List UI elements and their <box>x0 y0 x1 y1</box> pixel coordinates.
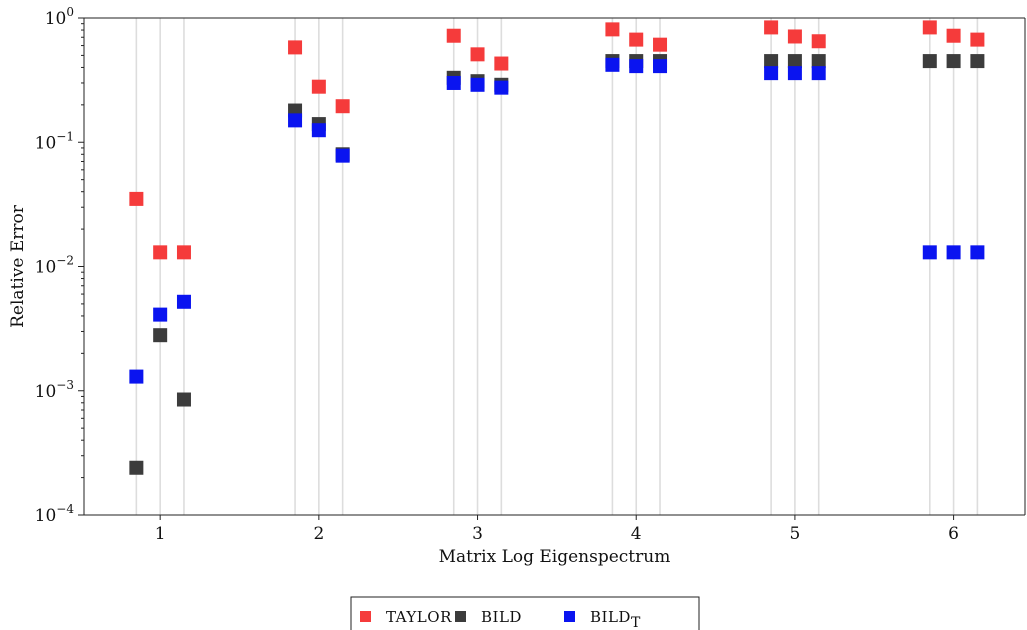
data-point <box>176 392 191 407</box>
data-point <box>153 328 168 343</box>
x-axis-ticks: 1 2 3 4 5 6 <box>155 515 959 544</box>
y-axis-label: Relative Error <box>8 204 28 328</box>
data-point <box>605 57 620 72</box>
data-point <box>787 29 802 44</box>
data-point <box>811 34 826 49</box>
data-point <box>653 59 668 74</box>
data-point <box>787 66 802 81</box>
y-tick-label: 10−1 <box>35 129 74 153</box>
x-tick-label: 1 <box>155 524 166 544</box>
data-point <box>470 77 485 92</box>
data-point <box>311 123 326 138</box>
data-point <box>970 245 985 260</box>
data-point <box>653 37 668 52</box>
data-point <box>446 28 461 43</box>
legend-swatch <box>455 611 466 622</box>
x-tick-label: 3 <box>472 524 483 544</box>
legend-label: TAYLOR <box>386 608 452 626</box>
y-tick-label: 10−3 <box>35 378 74 402</box>
data-point <box>787 54 802 69</box>
data-point <box>922 54 937 69</box>
data-point <box>629 32 644 47</box>
legend-swatch <box>360 611 371 622</box>
x-guide-lines <box>135 18 979 515</box>
data-point <box>176 294 191 309</box>
data-point <box>335 148 350 163</box>
y-tick-label: 10−4 <box>35 502 75 526</box>
data-point <box>922 245 937 260</box>
data-point <box>129 369 144 384</box>
data-point <box>288 40 303 55</box>
data-point <box>129 460 144 475</box>
legend-box <box>350 596 700 630</box>
data-point <box>811 66 826 81</box>
legend-swatch <box>564 611 575 622</box>
data-point <box>153 307 168 322</box>
data-point <box>946 28 961 43</box>
data-point <box>494 56 509 71</box>
data-point <box>311 79 326 94</box>
data-point <box>764 66 779 81</box>
data-point <box>970 32 985 47</box>
data-point <box>811 54 826 69</box>
legend-label: BILDT <box>590 608 641 630</box>
x-tick-label: 4 <box>631 524 642 544</box>
data-point <box>922 20 937 35</box>
data-point <box>335 99 350 114</box>
x-tick-label: 5 <box>789 524 800 544</box>
data-point <box>764 20 779 35</box>
legend-label: BILD <box>481 608 522 626</box>
data-point <box>629 59 644 74</box>
legend: TAYLOR BILD BILDT <box>350 596 700 630</box>
data-point <box>176 245 191 260</box>
data-point <box>970 54 985 69</box>
data-point <box>946 54 961 69</box>
data-point <box>470 47 485 62</box>
data-point <box>288 113 303 128</box>
y-axis-ticks: 100 10−1 10−2 10−3 10−4 <box>35 5 84 526</box>
x-tick-label: 2 <box>313 524 324 544</box>
axes <box>83 17 1026 516</box>
data-point <box>605 22 620 37</box>
data-point <box>494 80 509 95</box>
data-points <box>129 20 985 475</box>
data-point <box>153 245 168 260</box>
y-tick-label: 10−2 <box>35 254 74 278</box>
data-point <box>946 245 961 260</box>
data-point <box>764 54 779 69</box>
y-tick-label: 100 <box>45 5 74 29</box>
data-point <box>129 191 144 206</box>
data-point <box>446 75 461 90</box>
x-axis-label: Matrix Log Eigenspectrum <box>439 547 671 567</box>
x-tick-label: 6 <box>948 524 959 544</box>
